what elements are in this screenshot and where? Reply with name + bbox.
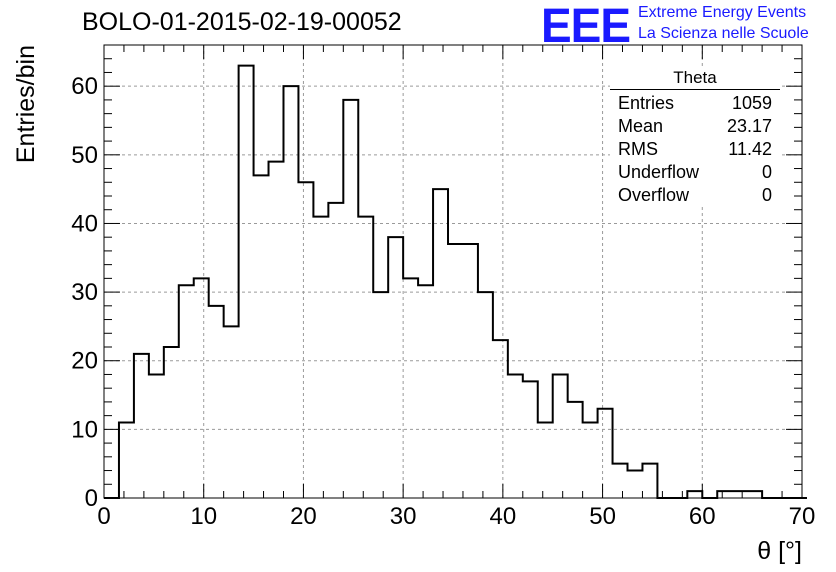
x-tick-label: 0 xyxy=(97,503,110,530)
eee-logo-line1: Extreme Energy Events xyxy=(638,4,807,21)
x-tick-label: 30 xyxy=(390,503,417,530)
stats-label: Entries xyxy=(618,93,675,113)
plot-frame xyxy=(103,44,803,499)
y-tick-label: 40 xyxy=(71,210,98,237)
stats-label: Overflow xyxy=(618,185,690,205)
stats-row-entries: Entries 1059 xyxy=(610,92,780,115)
stats-row-underflow: Underflow 0 xyxy=(610,161,780,184)
stats-value: 23.17 xyxy=(726,116,772,136)
stats-value: 1059 xyxy=(731,93,772,113)
x-tick-label: 40 xyxy=(490,503,517,530)
stats-label: Mean xyxy=(618,116,664,136)
y-tick-label: 60 xyxy=(71,73,98,100)
y-tick-label: 10 xyxy=(71,416,98,443)
eee-logo-line2: La Scienza nelle Scuole xyxy=(638,25,809,42)
stats-row-mean: Mean 23.17 xyxy=(610,115,780,138)
x-axis-label: θ [°] xyxy=(757,537,802,565)
y-tick-label: 30 xyxy=(71,279,98,306)
stats-label: RMS xyxy=(618,139,658,159)
x-tick-label: 60 xyxy=(689,503,716,530)
stats-row-rms: RMS 11.42 xyxy=(610,138,780,161)
stats-label: Underflow xyxy=(618,162,700,182)
y-tick-label: 20 xyxy=(71,348,98,375)
y-axis-label: Entries/bin xyxy=(12,45,40,163)
x-tick-label: 10 xyxy=(190,503,217,530)
y-tick-label: 50 xyxy=(71,142,98,169)
chart-title: BOLO-01-2015-02-19-00052 xyxy=(82,8,402,36)
eee-logo-mark: EEE xyxy=(541,0,631,53)
stats-value: 0 xyxy=(761,162,772,182)
histogram-line xyxy=(104,64,807,499)
x-tick-label: 50 xyxy=(589,503,616,530)
stats-box-name: Theta xyxy=(610,68,780,90)
stats-row-overflow: Overflow 0 xyxy=(610,184,780,207)
y-tick-label: 0 xyxy=(85,485,98,512)
x-tick-label: 70 xyxy=(789,503,816,530)
stats-box: Theta Entries 1059 Mean 23.17 RMS 11.42 … xyxy=(610,68,780,207)
x-tick-label: 20 xyxy=(290,503,317,530)
stats-value: 0 xyxy=(761,185,772,205)
stats-value: 11.42 xyxy=(728,139,772,159)
